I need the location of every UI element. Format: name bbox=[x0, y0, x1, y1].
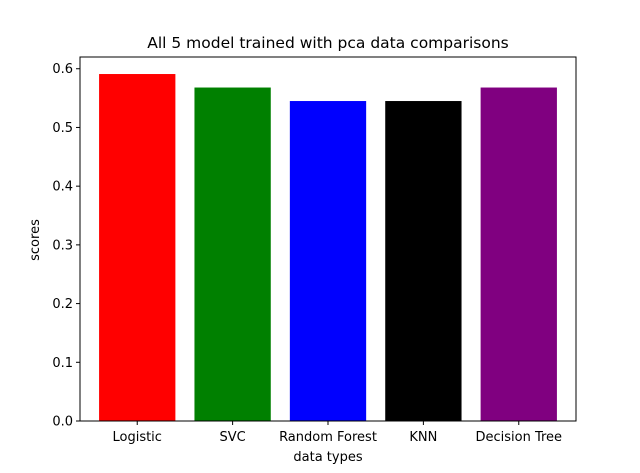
chart-title: All 5 model trained with pca data compar… bbox=[147, 34, 509, 52]
x-axis-ticks: Logistic SVC Random Forest KNN Decision Tree bbox=[112, 421, 562, 445]
y-tick-label: 0.4 bbox=[52, 180, 73, 195]
x-tick-label: KNN bbox=[409, 430, 437, 445]
x-tick-label: Random Forest bbox=[279, 430, 377, 445]
y-tick-label: 0.1 bbox=[52, 356, 73, 371]
y-axis-ticks: 0.0 0.1 0.2 0.3 0.4 0.5 0.6 bbox=[52, 62, 80, 430]
bar-random-forest bbox=[289, 101, 367, 421]
bar-knn bbox=[385, 101, 462, 421]
x-tick-label: Decision Tree bbox=[475, 430, 562, 445]
y-axis-title: scores bbox=[28, 219, 43, 261]
y-tick-label: 0.2 bbox=[52, 297, 73, 312]
y-tick-label: 0.6 bbox=[52, 62, 73, 77]
y-tick-label: 0.0 bbox=[52, 415, 73, 430]
bar-decision-tree bbox=[480, 87, 557, 422]
bars-group bbox=[99, 74, 557, 422]
bar-logistic bbox=[99, 74, 176, 421]
x-tick-label: Logistic bbox=[112, 430, 161, 445]
plot-frame bbox=[79, 56, 577, 422]
y-tick-label: 0.3 bbox=[52, 238, 73, 253]
x-axis-title: data types bbox=[293, 450, 362, 465]
bar-svc bbox=[194, 87, 271, 422]
y-tick-label: 0.5 bbox=[52, 121, 73, 136]
x-tick-label: SVC bbox=[219, 430, 245, 445]
